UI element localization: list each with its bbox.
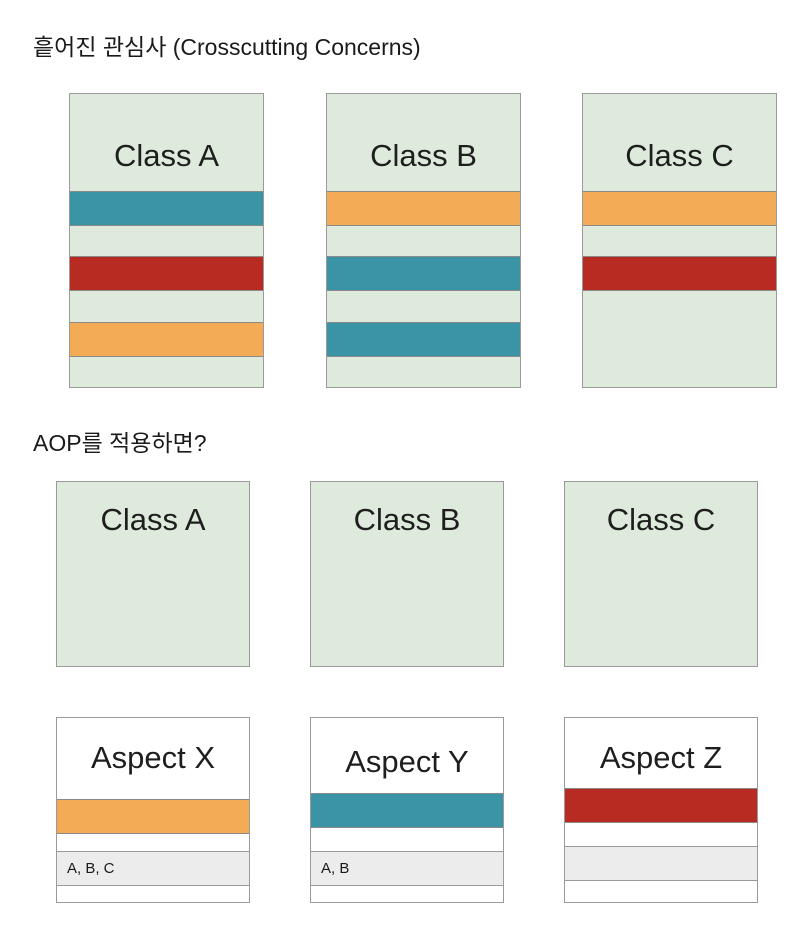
aspect-z-box: Aspect Z <box>564 717 758 903</box>
aspect-stripe-red <box>565 788 757 823</box>
concern-stripe-orange <box>327 191 520 226</box>
aspect-x-label: Aspect X <box>90 740 216 775</box>
crosscutting-title: 흩어진 관심사 (Crosscutting Concerns) <box>33 34 421 60</box>
concern-stripe-teal <box>327 256 520 291</box>
class-c-label: Class C <box>606 502 716 537</box>
concern-stripe-red <box>583 256 776 291</box>
class-c-label: Class C <box>625 138 734 173</box>
class-b-box: Class B <box>326 93 521 388</box>
class-c-box-clean: Class C <box>564 481 758 667</box>
concern-stripe-orange <box>70 322 263 357</box>
aspect-x-targets: A, B, C <box>57 851 249 886</box>
aspect-stripe-teal <box>311 793 503 828</box>
class-b-box-clean: Class B <box>310 481 504 667</box>
class-c-box: Class C <box>582 93 777 388</box>
class-a-box: Class A <box>69 93 264 388</box>
class-a-label: Class A <box>100 502 206 537</box>
aspect-z-label: Aspect Z <box>599 740 723 775</box>
aop-title: AOP를 적용하면? <box>33 430 207 456</box>
class-a-box-clean: Class A <box>56 481 250 667</box>
class-b-label: Class B <box>370 138 477 173</box>
aspect-y-label: Aspect Y <box>345 744 469 779</box>
aspect-stripe-orange <box>57 799 249 834</box>
concern-stripe-teal <box>327 322 520 357</box>
aspect-y-box: Aspect Y A, B <box>310 717 504 903</box>
aspect-z-targets <box>565 846 757 881</box>
class-b-label: Class B <box>353 502 461 537</box>
class-a-label: Class A <box>113 138 220 173</box>
aspect-y-targets: A, B <box>311 851 503 886</box>
concern-stripe-red <box>70 256 263 291</box>
concern-stripe-teal <box>70 191 263 226</box>
aspect-x-box: Aspect X A, B, C <box>56 717 250 903</box>
concern-stripe-orange <box>583 191 776 226</box>
